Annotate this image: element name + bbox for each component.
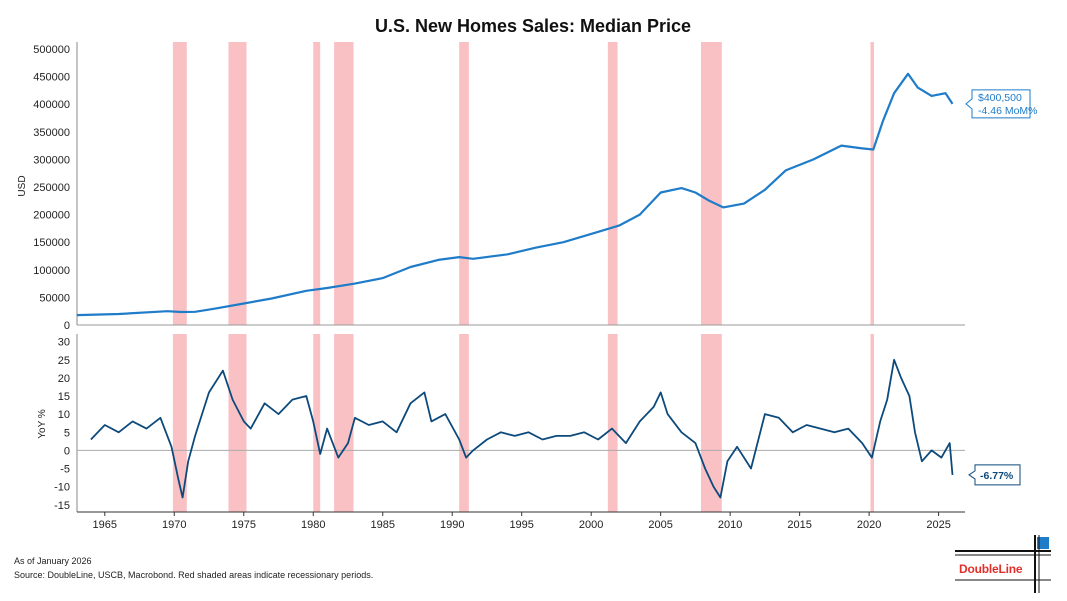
bottom-y-tick-label: 5 bbox=[64, 427, 70, 439]
callouts: $400,500-4.46 MoM% -6.77% bbox=[965, 89, 1038, 486]
price-callout-value: $400,500 bbox=[978, 92, 1022, 104]
recession-band-bottom bbox=[334, 334, 354, 512]
recession-band-top bbox=[700, 42, 722, 325]
recession-band-top bbox=[172, 42, 187, 325]
price-callout-change: -4.46 MoM% bbox=[978, 105, 1038, 117]
bottom-y-tick-label: -15 bbox=[54, 500, 70, 512]
bottom-y-axis-label: YoY % bbox=[37, 409, 48, 439]
recession-band-top bbox=[607, 42, 618, 325]
x-tick-label: 2000 bbox=[579, 519, 603, 531]
top-panel-axes: 0 50000 100000 150000 200000 250000 300000 3500… bbox=[33, 42, 965, 332]
x-tick-label: 2015 bbox=[787, 519, 811, 531]
logo-wordmark: DoubleLine bbox=[959, 562, 1023, 576]
x-tick-label: 2025 bbox=[926, 519, 950, 531]
top-y-tick-label: 250000 bbox=[33, 182, 70, 194]
bottom-y-tick-label: 25 bbox=[58, 355, 70, 367]
bottom-y-tick-label: -5 bbox=[60, 464, 70, 476]
x-tick-label: 2005 bbox=[648, 519, 672, 531]
top-y-tick-label: 200000 bbox=[33, 210, 70, 222]
source-note: Source: DoubleLine, USCB, Macrobond. Red… bbox=[14, 570, 374, 580]
bottom-y-tick-label: 15 bbox=[58, 391, 70, 403]
recession-band-bottom bbox=[870, 334, 874, 512]
bottom-y-tick-label: 10 bbox=[58, 409, 70, 421]
recession-band-top bbox=[313, 42, 321, 325]
recession-band-bottom bbox=[313, 334, 321, 512]
yoy-callout-value: -6.77% bbox=[980, 470, 1014, 482]
recession-band-top bbox=[459, 42, 469, 325]
series-layer bbox=[76, 72, 954, 499]
chart-title: U.S. New Homes Sales: Median Price bbox=[375, 16, 691, 36]
x-tick-label: 2020 bbox=[857, 519, 881, 531]
top-y-tick-label: 400000 bbox=[33, 99, 70, 111]
recession-band-top bbox=[334, 42, 354, 325]
recession-band-top bbox=[870, 42, 874, 325]
top-y-tick-label: 450000 bbox=[33, 72, 70, 84]
top-y-tick-label: 100000 bbox=[33, 265, 70, 277]
bottom-y-tick-label: 30 bbox=[58, 337, 70, 349]
yoy-percent-line bbox=[90, 358, 954, 499]
as-of-note: As of January 2026 bbox=[14, 556, 92, 566]
top-y-tick-label: 500000 bbox=[33, 44, 70, 56]
yoy-callout-box bbox=[968, 464, 1021, 486]
x-tick-label: 2010 bbox=[718, 519, 742, 531]
top-y-tick-label: 150000 bbox=[33, 237, 70, 249]
x-tick-label: 1985 bbox=[370, 519, 394, 531]
top-y-tick-label: 350000 bbox=[33, 127, 70, 139]
logo-blue-square bbox=[1037, 537, 1049, 549]
top-y-tick-label: 300000 bbox=[33, 154, 70, 166]
bottom-y-tick-label: 20 bbox=[58, 373, 70, 385]
x-tick-label: 1965 bbox=[93, 519, 117, 531]
bottom-y-tick-label: -10 bbox=[54, 482, 70, 494]
recession-band-bottom bbox=[228, 334, 247, 512]
top-y-axis-label: USD bbox=[17, 175, 28, 196]
x-tick-label: 1975 bbox=[232, 519, 256, 531]
bottom-y-tick-label: 0 bbox=[64, 445, 70, 457]
price-callout-box bbox=[965, 89, 1031, 119]
recession-band-bottom bbox=[700, 334, 722, 512]
recession-band-bottom bbox=[607, 334, 618, 512]
recession-band-bottom bbox=[459, 334, 469, 512]
recession-band-top bbox=[228, 42, 247, 325]
doubleline-logo-mark bbox=[955, 535, 1051, 593]
recession-bands bbox=[172, 42, 874, 512]
x-tick-label: 1995 bbox=[509, 519, 533, 531]
x-tick-label: 1980 bbox=[301, 519, 325, 531]
x-tick-label: 1990 bbox=[440, 519, 464, 531]
top-y-tick-label: 0 bbox=[64, 320, 70, 332]
median-price-line bbox=[76, 72, 954, 317]
top-y-tick-label: 50000 bbox=[39, 292, 70, 304]
x-tick-label: 1970 bbox=[162, 519, 186, 531]
